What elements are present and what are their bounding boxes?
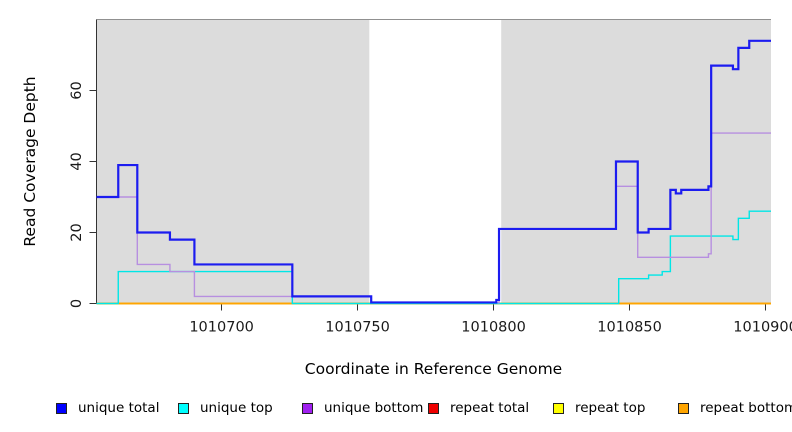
chart-legend: unique total unique top unique bottom repea… bbox=[0, 400, 792, 421]
legend-label: unique total bbox=[78, 400, 160, 416]
y-tick-label: 0 bbox=[69, 299, 85, 308]
x-axis-title: Coordinate in Reference Genome bbox=[305, 360, 562, 378]
legend-item-unique-bottom: unique bottom bbox=[302, 400, 424, 416]
legend-swatch-icon bbox=[302, 402, 313, 414]
x-tick-label: 1010800 bbox=[461, 320, 526, 336]
legend-swatch-icon bbox=[56, 402, 67, 414]
x-tick-label: 1010750 bbox=[325, 320, 390, 336]
series-unique-total bbox=[96, 39, 771, 304]
legend-item-unique-total: unique total bbox=[56, 400, 160, 416]
y-axis-title: Read Coverage Depth bbox=[21, 76, 39, 246]
y-tick-label: 40 bbox=[69, 152, 85, 170]
legend-item-repeat-total: repeat total bbox=[428, 400, 530, 416]
legend-label: unique top bbox=[200, 400, 273, 416]
legend-item-unique-top: unique top bbox=[178, 400, 273, 416]
legend-swatch-icon bbox=[428, 402, 439, 414]
legend-label: repeat bottom bbox=[700, 400, 792, 416]
y-tick-label: 60 bbox=[69, 81, 85, 99]
x-tick-label: 1010850 bbox=[597, 320, 662, 336]
legend-label: unique bottom bbox=[324, 400, 424, 416]
x-tick-label: 1010700 bbox=[189, 320, 254, 336]
legend-swatch-icon bbox=[553, 402, 564, 414]
plot-area: 1010700 1010750 1010800 1010850 1010900 0 20 40… bbox=[69, 19, 792, 336]
legend-item-repeat-bottom: repeat bottom bbox=[678, 400, 792, 416]
legend-swatch-icon bbox=[178, 402, 189, 414]
y-tick-label: 20 bbox=[69, 223, 85, 241]
legend-item-repeat-top: repeat top bbox=[553, 400, 646, 416]
x-tick-label: 1010900 bbox=[733, 320, 792, 336]
legend-swatch-icon bbox=[678, 402, 689, 414]
plot-background-left bbox=[96, 19, 370, 304]
legend-label: repeat total bbox=[450, 400, 530, 416]
legend-label: repeat top bbox=[575, 400, 646, 416]
